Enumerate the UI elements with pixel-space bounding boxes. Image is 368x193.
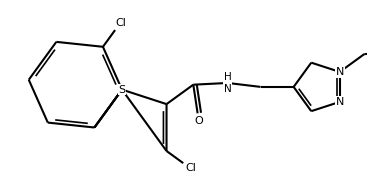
Text: N: N — [336, 97, 344, 107]
Text: O: O — [194, 117, 203, 126]
Text: N: N — [336, 67, 344, 77]
Text: S: S — [118, 85, 125, 95]
Text: H
N: H N — [224, 72, 231, 94]
Text: Cl: Cl — [115, 18, 126, 28]
Text: Cl: Cl — [185, 163, 196, 173]
